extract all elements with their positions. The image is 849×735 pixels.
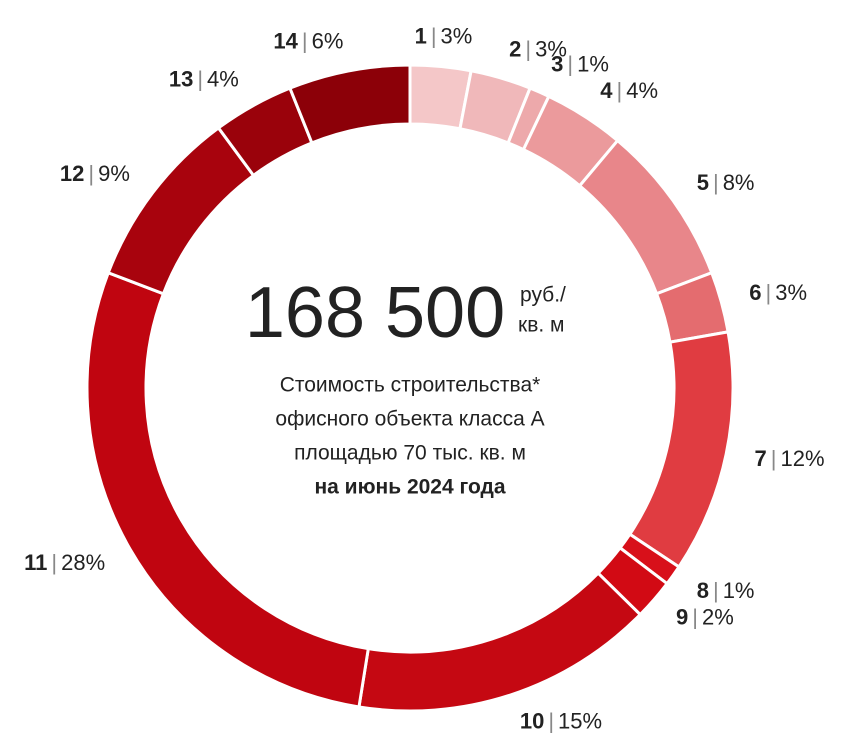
category-label: 3 (551, 51, 563, 76)
category-label: 10 (520, 708, 544, 733)
separator: | (617, 78, 623, 103)
center-date: на июнь 2024 года (314, 476, 505, 499)
category-label: 7 (755, 446, 767, 471)
category-label: 4 (600, 78, 613, 103)
value-label: 1% (577, 51, 609, 76)
separator: | (431, 23, 437, 48)
center-caption: площадью 70 тыс. кв. м (294, 442, 526, 465)
donut-segment (577, 138, 714, 296)
separator: | (88, 161, 94, 186)
value-label: 15% (558, 708, 602, 733)
segment-label: 6 | 3% (749, 280, 807, 305)
segment-label: 12 | 9% (60, 161, 130, 186)
value-label: 3% (775, 280, 807, 305)
segment-label: 7 | 12% (755, 446, 825, 471)
segment-label: 13 | 4% (169, 66, 239, 91)
segment-label: 8 | 1% (697, 578, 755, 603)
donut-segment (288, 63, 412, 145)
value-label: 3% (535, 36, 567, 61)
separator: | (51, 550, 57, 575)
separator: | (766, 280, 772, 305)
segment-label: 2 | 3% (509, 36, 567, 61)
separator: | (692, 604, 698, 629)
segment-label: 1 | 3% (415, 23, 473, 48)
category-label: 6 (749, 280, 761, 305)
center-unit: руб./ (520, 284, 566, 307)
center-caption: офисного объекта класса А (275, 408, 544, 431)
segment-label: 5 | 8% (697, 170, 755, 195)
category-label: 5 (697, 170, 709, 195)
value-label: 2% (702, 604, 734, 629)
value-label: 4% (207, 66, 239, 91)
value-label: 12% (781, 446, 825, 471)
separator: | (197, 66, 203, 91)
center-unit: кв. м (518, 314, 564, 337)
category-label: 8 (697, 578, 709, 603)
value-label: 3% (441, 23, 473, 48)
separator: | (548, 708, 554, 733)
donut-segment (627, 330, 735, 569)
value-label: 9% (98, 161, 130, 186)
category-label: 1 (415, 23, 427, 48)
category-label: 11 (24, 550, 47, 575)
category-label: 2 (509, 36, 521, 61)
segment-label: 11 | 28% (24, 550, 105, 575)
segment-label: 3 | 1% (551, 51, 609, 76)
donut-segment (357, 571, 643, 713)
separator: | (302, 28, 308, 53)
category-label: 9 (676, 604, 688, 629)
separator: | (525, 36, 531, 61)
center-value: 168 500 (245, 273, 505, 353)
value-label: 6% (312, 28, 344, 53)
category-label: 13 (169, 66, 193, 91)
category-label: 12 (60, 161, 84, 186)
separator: | (713, 170, 719, 195)
value-label: 28% (61, 550, 105, 575)
center-caption: Стоимость строительства* (280, 374, 541, 397)
donut-segment (106, 125, 256, 296)
separator: | (713, 578, 719, 603)
separator: | (567, 51, 573, 76)
segment-label: 10 | 15% (520, 708, 602, 733)
value-label: 1% (723, 578, 755, 603)
category-label: 14 (273, 28, 298, 53)
value-label: 4% (626, 78, 658, 103)
value-label: 8% (723, 170, 755, 195)
segment-label: 14 | 6% (273, 28, 343, 53)
segment-label: 4 | 4% (600, 78, 658, 103)
separator: | (771, 446, 777, 471)
segment-label: 9 | 2% (676, 604, 734, 629)
